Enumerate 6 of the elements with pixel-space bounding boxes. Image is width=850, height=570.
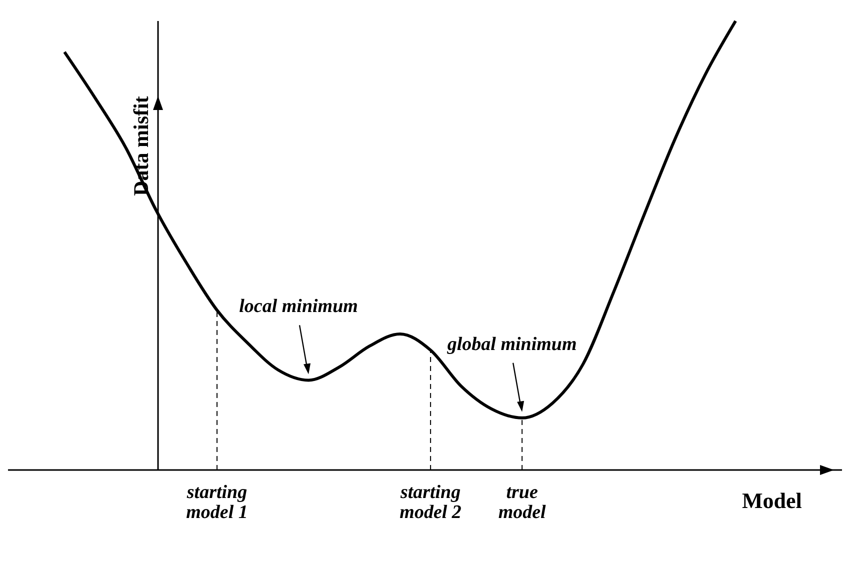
x-tick-label: starting model 1 — [186, 482, 248, 523]
annotation: local minimum — [239, 296, 358, 318]
x-tick-label: true model — [498, 482, 547, 523]
annotation: global minimum — [446, 334, 577, 355]
x-axis-title: Model — [742, 488, 802, 513]
x-tick-label: starting model 2 — [399, 482, 462, 523]
